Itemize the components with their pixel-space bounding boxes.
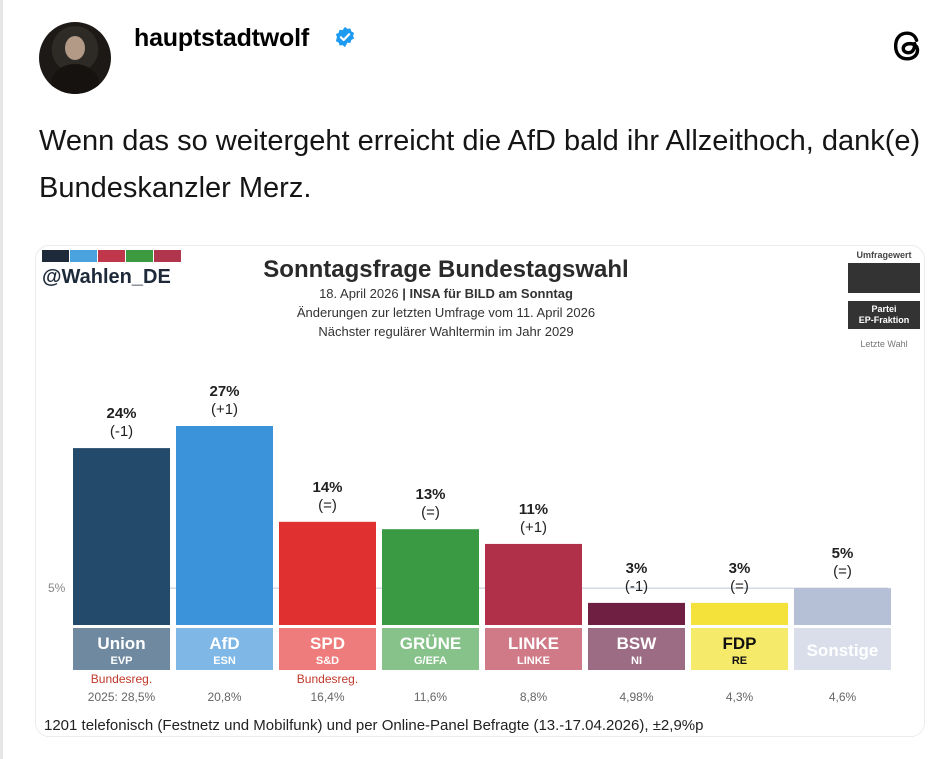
bar-bsw: [588, 602, 685, 625]
avatar-face: [65, 36, 85, 60]
party-name: Sonstige: [807, 641, 879, 660]
last-election-value: 11,6%: [414, 690, 447, 704]
bar-linke: [485, 543, 582, 625]
avatar[interactable]: [39, 22, 111, 94]
brand-bar: [98, 250, 125, 262]
chart-footer: 1201 telefonisch (Festnetz und Mobilfunk…: [44, 717, 704, 734]
legend-last-election: Letzte Wahl: [860, 339, 908, 349]
last-election-value: 4,6%: [829, 690, 857, 704]
threshold-label: 5%: [48, 581, 66, 595]
party-label-box: [691, 628, 788, 670]
chart-legend: Umfragewert Partei EP-Fraktion Letzte Wa…: [848, 250, 920, 349]
bar-sonstige: [794, 588, 891, 625]
username[interactable]: hauptstadtwolf: [134, 24, 309, 52]
last-election-value: 4,98%: [619, 690, 653, 704]
chart-date: 18. April 2026: [319, 286, 399, 301]
bar-union: [73, 448, 170, 625]
change-label: (+1): [211, 401, 238, 418]
party-label-box: [382, 628, 479, 670]
party-name: FDP: [723, 634, 757, 653]
value-label: 24%: [106, 405, 136, 422]
chart-source: INSA für BILD am Sonntag: [409, 286, 573, 301]
bar-spd: [279, 521, 376, 625]
change-label: (-1): [625, 578, 648, 595]
chart-subtitle-changes: Änderungen zur letzten Umfrage vom 11. A…: [296, 305, 596, 320]
party-label-box: [73, 628, 170, 670]
value-label: 14%: [312, 479, 342, 496]
ep-fraction: NI: [631, 655, 642, 667]
change-label: (=): [730, 578, 749, 595]
value-label: 13%: [415, 486, 445, 503]
party-label-box: [485, 628, 582, 670]
change-label: (=): [833, 563, 852, 580]
ep-fraction: LINKE: [517, 655, 550, 667]
bar-grüne: [382, 529, 479, 625]
legend-party: Partei: [871, 304, 897, 314]
last-election-value: 16,4%: [310, 690, 344, 704]
party-name: LINKE: [508, 634, 559, 653]
verified-badge-icon: [335, 26, 355, 48]
party-name: AfD: [209, 634, 239, 653]
legend-party-box: Partei EP-Fraktion: [848, 301, 920, 329]
chart-title: Sonntagsfrage Bundestagswahl: [263, 256, 629, 283]
last-election-value: 4,3%: [726, 690, 754, 704]
last-election-value: 2025: 28,5%: [88, 690, 156, 704]
chart-image[interactable]: @Wahlen_DE Sonntagsfrage Bundestagswahl …: [35, 245, 925, 737]
chart-handle: @Wahlen_DE: [42, 266, 171, 288]
party-name: Union: [97, 634, 145, 653]
legend-umfragewert: Umfragewert: [856, 250, 912, 260]
change-label: (=): [421, 504, 440, 521]
value-label: 5%: [832, 545, 854, 562]
party-label-box: [176, 628, 273, 670]
brand-bar: [42, 250, 69, 262]
party-name: SPD: [310, 634, 345, 653]
party-label-box: [794, 628, 891, 670]
change-label: (=): [318, 497, 337, 514]
ep-fraction: ESN: [213, 655, 236, 667]
party-name: GRÜNE: [400, 634, 461, 653]
last-election-value: 20,8%: [207, 690, 241, 704]
party-label-box: [279, 628, 376, 670]
avatar-shoulders: [51, 64, 99, 94]
change-label: (-1): [110, 423, 133, 440]
value-label: 11%: [519, 501, 548, 518]
chart-subtitle-next-election: Nächster regulärer Wahltermin im Jahr 20…: [318, 324, 574, 339]
value-label: 3%: [626, 560, 648, 577]
ep-fraction: S&D: [316, 655, 339, 667]
bar-afd: [176, 426, 273, 625]
threads-logo-icon[interactable]: [889, 26, 927, 66]
last-election-value: 8,8%: [520, 690, 548, 704]
value-label: 3%: [729, 560, 751, 577]
brand-color-bars: [42, 250, 182, 262]
bar-fdp: [691, 602, 788, 625]
value-label: 27%: [209, 383, 239, 400]
party-label-box: [588, 628, 685, 670]
post-text: Wenn das so weitergeht erreicht die AfD …: [39, 125, 921, 204]
ep-fraction: RE: [732, 655, 747, 667]
brand-bar: [70, 250, 97, 262]
change-label: (+1): [520, 519, 547, 536]
ep-fraction: G/EFA: [414, 655, 447, 667]
gov-note: Bundesreg.: [297, 672, 358, 686]
gov-note: Bundesreg.: [91, 672, 152, 686]
legend-ep-fraction: EP-Fraktion: [858, 315, 910, 325]
chart-subtitle-date: 18. April 2026 | INSA für BILD am Sonnta…: [319, 286, 573, 301]
ep-fraction: EVP: [110, 655, 132, 667]
brand-bar: [154, 250, 181, 262]
party-name: BSW: [617, 634, 658, 653]
legend-value-box: [848, 263, 920, 293]
brand-bar: [126, 250, 153, 262]
